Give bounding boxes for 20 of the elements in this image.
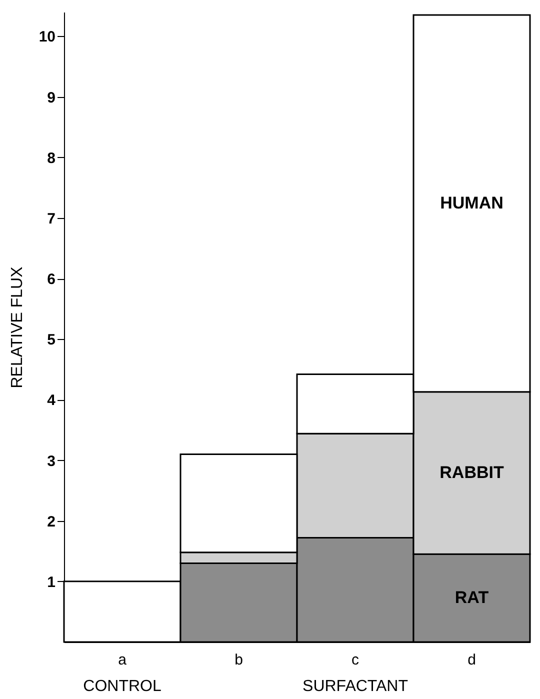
- series-label: RABBIT: [440, 462, 504, 482]
- y-axis-title: RELATIVE FLUX: [8, 266, 26, 388]
- series-label: HUMAN: [440, 193, 504, 212]
- x-tick-label: c: [352, 652, 360, 668]
- y-tick-label: 4: [47, 392, 56, 410]
- y-tick-label: 10: [38, 28, 56, 46]
- y-tick-label: 3: [47, 452, 56, 470]
- y-tick-label: 9: [47, 89, 56, 106]
- y-tick-label: 6: [47, 271, 56, 288]
- y-tick-label: 2: [47, 513, 56, 530]
- text: SURFACTANT: [302, 678, 408, 695]
- y-tick-label: 8: [47, 150, 56, 167]
- text: CONTROL: [83, 678, 162, 695]
- series-label: RAT: [454, 588, 490, 608]
- y-tick-label: 5: [47, 332, 56, 349]
- x-tick-label: d: [468, 652, 476, 668]
- y-tick-label: 1: [47, 574, 56, 591]
- x-tick-label: a: [118, 652, 128, 668]
- x-tick-label: b: [234, 652, 243, 668]
- y-tick-label: 7: [47, 210, 56, 228]
